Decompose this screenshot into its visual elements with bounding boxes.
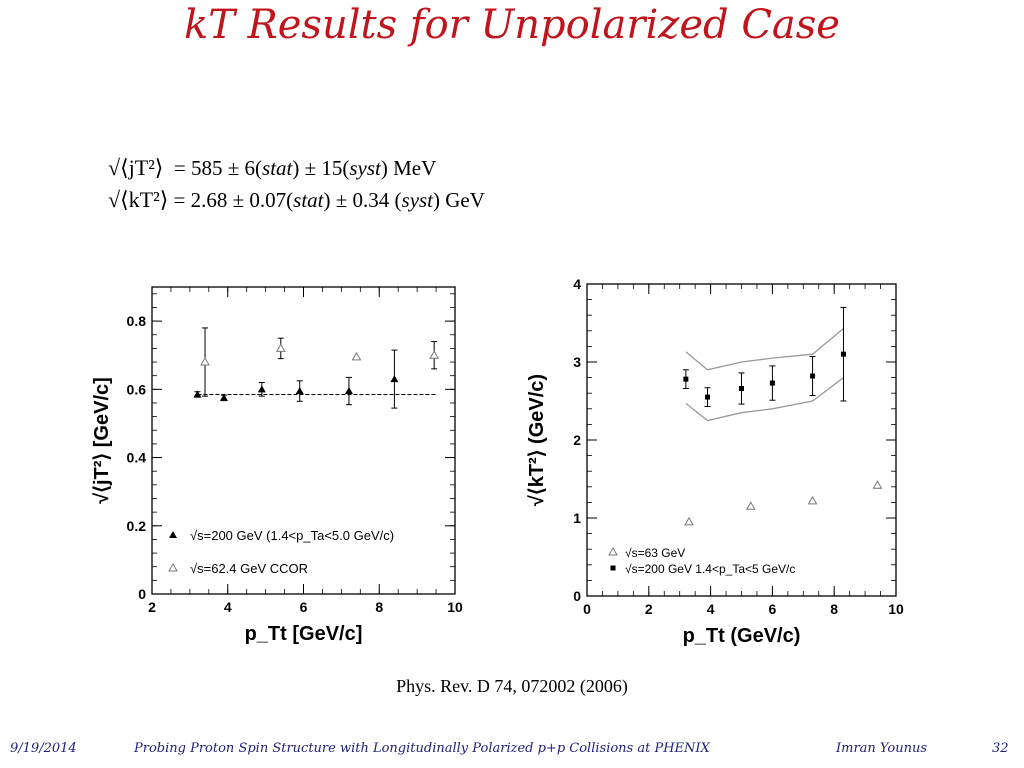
data-point [275, 343, 286, 352]
kt-chart: 0 2 4 6 8 10 0 1 2 3 4 p_Tt (GeV/c) √⟨kT²⟩ (GeV/c) √s… [526, 276, 904, 647]
y-tick-label: 1 [573, 510, 581, 526]
slide-title: kT Results for Unpolarized Case [184, 2, 840, 48]
formula-kt: √⟨kT²⟩ = 2.68 ± 0.07(stat) ± 0.34 (syst)… [108, 184, 485, 216]
legend-marker [168, 562, 178, 572]
x-tick-label: 6 [300, 599, 308, 615]
formula-jt: √⟨jT²⟩ = 585 ± 6(stat) ± 15(syst) MeV [108, 152, 485, 184]
formula-jt-unit: ) MeV [380, 156, 437, 180]
y-tick-label: 0.4 [127, 450, 147, 466]
formula-jt-stat: stat [262, 156, 293, 180]
legend-marker [610, 565, 616, 571]
formula-kt-syst: syst [401, 188, 434, 212]
legend-label: √s=63 GeV [625, 546, 685, 560]
footer-talk-title: Probing Proton Spin Structure with Longi… [134, 741, 710, 756]
data-point [705, 394, 711, 400]
data-point [684, 516, 694, 526]
formula-kt-unit: ) GeV [433, 188, 485, 212]
x-axis-title: p_Tt [GeV/c] [245, 623, 363, 645]
data-point [807, 495, 818, 505]
data-point [429, 350, 440, 359]
legend-marker [608, 546, 618, 556]
y-tick-label: 0.2 [127, 518, 147, 534]
x-tick-label: 2 [645, 601, 653, 617]
data-point [810, 373, 816, 379]
x-tick-label: 6 [769, 601, 777, 617]
x-tick-label: 4 [707, 601, 715, 617]
y-tick-label: 0 [573, 588, 581, 604]
jt-chart: 2 4 6 8 10 0 0.2 0.4 0.6 0.8 p_Tt [GeV/c] √⟨jT²⟩ [G… [91, 286, 463, 645]
data-point [769, 380, 775, 386]
footer-page-number: 32 [992, 741, 1009, 756]
x-tick-label: 4 [224, 599, 232, 615]
y-axis-title: √⟨kT²⟩ (GeV/c) [526, 374, 548, 506]
legend-label: √s=200 GeV 1.4<p_Ta<5 GeV/c [625, 562, 795, 576]
y-tick-label: 3 [573, 354, 581, 370]
y-tick-label: 4 [573, 276, 581, 292]
data-point [840, 351, 846, 357]
x-tick-label: 10 [888, 601, 904, 617]
x-tick-label: 8 [830, 601, 838, 617]
systematic-band-upper [685, 327, 844, 371]
formula-jt-value: = 585 ± 6( [173, 156, 263, 180]
formula-jt-lhs: √⟨jT²⟩ [108, 155, 164, 180]
data-point [219, 393, 228, 401]
y-tick-label: 0 [138, 586, 146, 602]
y-tick-label: 0.6 [127, 381, 147, 397]
data-point [200, 357, 210, 366]
y-tick-label: 2 [573, 432, 581, 448]
data-point [745, 501, 756, 510]
footer-date: 9/19/2014 [10, 741, 77, 756]
data-point [344, 387, 353, 395]
formula-kt-stat: stat [293, 188, 324, 212]
systematic-band-lower [685, 377, 844, 422]
reference-citation: Phys. Rev. D 74, 072002 (2006) [396, 676, 628, 696]
y-axis-title: √⟨jT²⟩ [GeV/c] [91, 377, 113, 504]
x-tick-label: 2 [148, 599, 156, 615]
data-point [390, 375, 399, 383]
formula-jt-mid: ) ± 15( [292, 156, 350, 180]
footer-author: Imran Younus [836, 741, 927, 756]
data-point [351, 351, 362, 361]
data-point [872, 480, 883, 489]
formula-block: √⟨jT²⟩ = 585 ± 6(stat) ± 15(syst) MeV √⟨… [108, 152, 485, 216]
formula-kt-mid: ) ± 0.34 ( [323, 188, 402, 212]
data-point [683, 376, 689, 382]
plot-frame [151, 286, 456, 595]
data-point [193, 390, 202, 398]
x-axis-title: p_Tt (GeV/c) [683, 625, 801, 647]
data-point [295, 387, 304, 395]
x-tick-label: 8 [375, 599, 383, 615]
legend-marker [169, 531, 177, 538]
data-point [739, 386, 744, 392]
x-tick-label: 10 [447, 599, 463, 615]
formula-kt-value: = 2.68 ± 0.07( [173, 188, 294, 212]
data-point [257, 385, 266, 393]
legend-label: √s=62.4 GeV CCOR [190, 561, 308, 576]
formula-jt-syst: syst [349, 156, 381, 180]
formula-kt-lhs: √⟨kT²⟩ [108, 187, 169, 212]
y-tick-label: 0.8 [127, 313, 147, 329]
x-tick-label: 0 [583, 601, 591, 617]
legend-label: √s=200 GeV (1.4<p_Ta<5.0 GeV/c) [190, 528, 394, 543]
